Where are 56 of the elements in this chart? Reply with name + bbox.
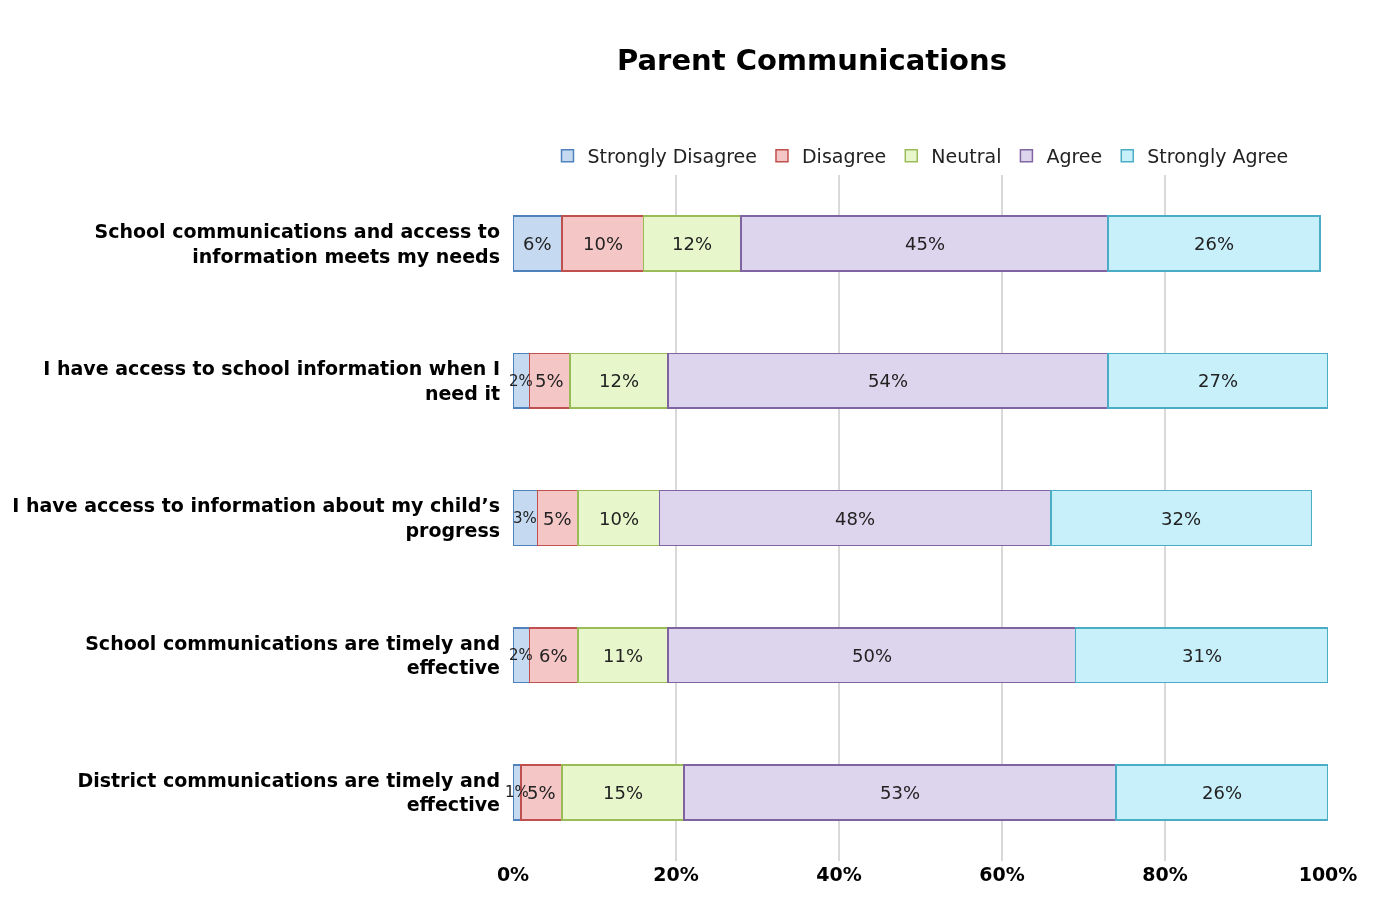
legend-label: Strongly Agree <box>1147 145 1289 168</box>
data-label: 32% <box>1161 508 1202 529</box>
chart-title: Parent Communications <box>617 42 1007 77</box>
data-label: 10% <box>599 508 640 529</box>
data-label: 12% <box>672 233 713 254</box>
data-label: 26% <box>1202 782 1243 803</box>
legend-label: Strongly Disagree <box>587 145 757 168</box>
x-tick-label: 20% <box>653 863 699 885</box>
y-tick-label: School communications are timely and effective <box>85 631 500 679</box>
bar <box>642 215 742 272</box>
data-label: 3% <box>513 509 537 527</box>
data-label: 11% <box>603 645 644 666</box>
y-tick-label: I have access to information about my child’s progress <box>12 494 500 541</box>
data-label: 48% <box>835 508 876 529</box>
bar <box>1074 627 1328 684</box>
bar <box>561 215 645 272</box>
legend-label: Disagree <box>801 145 887 168</box>
x-tick-label: 60% <box>979 863 1025 885</box>
data-label: 53% <box>880 782 921 803</box>
x-tick-label: 100% <box>1298 863 1358 885</box>
bar <box>1115 764 1328 821</box>
bar <box>569 352 669 409</box>
bar <box>577 627 669 684</box>
data-label: 26% <box>1194 233 1235 254</box>
data-label: 12% <box>599 370 640 391</box>
bar <box>561 764 685 821</box>
bar <box>740 215 1109 272</box>
y-tick-label: District communications are timely and effective <box>77 768 500 816</box>
y-tick-label: School communications and access to information meets my needs <box>94 219 500 267</box>
legend-label: Agree <box>1046 145 1103 168</box>
bar <box>667 352 1109 409</box>
bar <box>658 489 1052 547</box>
data-label: 5% <box>543 508 572 529</box>
data-label: 5% <box>535 370 564 391</box>
data-label: 10% <box>583 233 624 254</box>
bar <box>667 627 1077 684</box>
x-tick-label: 80% <box>1142 863 1188 885</box>
x-tick-label: 0% <box>496 863 530 885</box>
bar <box>1050 489 1313 547</box>
legend-label: Neutral <box>931 145 1002 168</box>
data-label: 31% <box>1182 645 1223 666</box>
y-tick-label: I have access to school information when I need it <box>43 357 500 404</box>
bar <box>577 489 661 547</box>
bar <box>513 215 563 272</box>
bar <box>683 764 1117 821</box>
data-label: 5% <box>527 782 556 803</box>
data-label: 15% <box>603 782 644 803</box>
data-label: 45% <box>905 233 946 254</box>
bar <box>1107 215 1321 272</box>
x-tick-label: 40% <box>816 863 862 885</box>
data-label: 50% <box>852 645 893 666</box>
data-label: 54% <box>868 370 909 391</box>
data-label: 27% <box>1198 370 1239 391</box>
bar <box>1107 352 1328 409</box>
data-label: 6% <box>539 645 568 666</box>
data-label: 6% <box>523 233 552 254</box>
